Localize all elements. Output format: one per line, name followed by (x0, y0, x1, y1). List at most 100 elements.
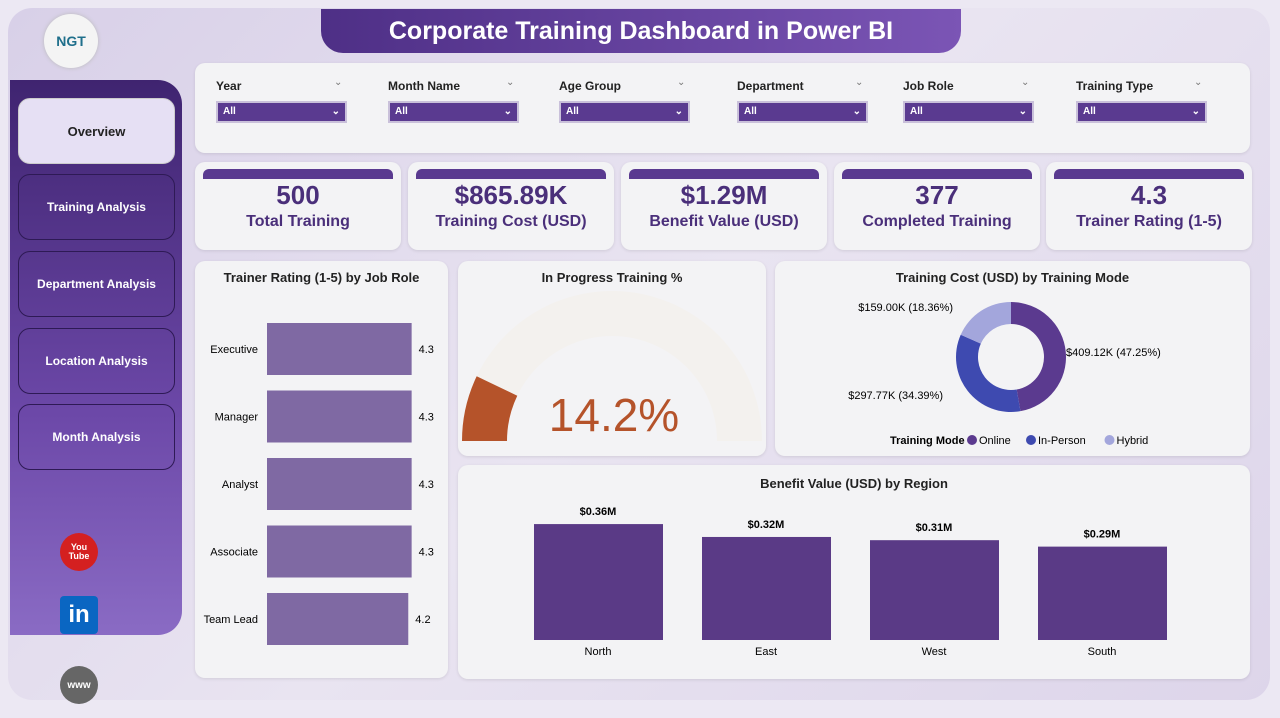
bar (870, 540, 999, 640)
nav-overview[interactable]: Overview (18, 98, 175, 164)
chevron-down-icon[interactable]: ⌄ (334, 77, 343, 88)
chevron-down-icon[interactable]: ⌄ (1194, 77, 1203, 88)
kpi-label: Completed Training (862, 213, 1012, 230)
data-label: $0.32M (748, 519, 785, 531)
legend-marker (967, 435, 977, 445)
kpi-value: $1.29M (680, 180, 768, 210)
chart-title: Trainer Rating (1-5) by Job Role (223, 270, 420, 285)
kpi-value: 4.3 (1130, 180, 1168, 210)
kpi-accent (842, 169, 1032, 179)
filter-value: All (395, 106, 408, 117)
legend-title: Training Mode (890, 435, 965, 447)
data-label: 4.3 (419, 547, 434, 559)
in-progress-gauge-card: In Progress Training % 14.2% (458, 261, 766, 456)
category-label: Associate (210, 547, 258, 559)
filter-label: Age Group (559, 79, 621, 93)
kpi-card: 500 Total Training (195, 162, 401, 250)
kpi-value: 377 (915, 180, 959, 210)
nav-location-analysis[interactable]: Location Analysis (18, 328, 175, 394)
chevron-down-icon: ⌄ (674, 106, 683, 117)
data-label: 4.3 (419, 344, 434, 356)
category-label: Manager (215, 412, 259, 424)
chevron-down-icon[interactable]: ⌄ (506, 77, 515, 88)
donut-slice (956, 334, 1021, 412)
kpi-label: Total Training (246, 213, 350, 230)
data-label: 4.3 (419, 412, 434, 424)
chart-title: Training Cost (USD) by Training Mode (895, 270, 1130, 285)
bar (267, 390, 412, 443)
nav-department-analysis[interactable]: Department Analysis (18, 251, 175, 317)
bar (267, 458, 412, 510)
legend-marker (1026, 435, 1036, 445)
globe-icon[interactable]: www (60, 666, 98, 704)
legend-label: Online (979, 435, 1011, 447)
chevron-down-icon[interactable]: ⌄ (677, 77, 686, 88)
filter-dropdown[interactable]: All ⌄ (388, 101, 519, 123)
category-label: East (755, 646, 777, 658)
kpi-accent (416, 169, 606, 179)
data-label: $0.36M (580, 506, 617, 518)
bar (534, 524, 663, 640)
category-label: West (922, 646, 947, 658)
kpi-accent (203, 169, 393, 179)
youtube-icon[interactable]: You Tube (60, 533, 98, 571)
filter-value: All (910, 106, 923, 117)
filter-label: Job Role (903, 79, 954, 93)
kpi-value: 500 (276, 180, 320, 210)
category-label: Analyst (222, 479, 258, 491)
chevron-down-icon[interactable]: ⌄ (855, 77, 864, 88)
chevron-down-icon: ⌄ (331, 106, 340, 117)
chart-title: In Progress Training % (541, 270, 683, 285)
filter-dropdown[interactable]: All ⌄ (559, 101, 690, 123)
chevron-down-icon: ⌄ (1191, 106, 1200, 117)
chart-title: Benefit Value (USD) by Region (760, 476, 948, 491)
filter-value: All (566, 106, 579, 117)
bar (1038, 546, 1167, 640)
nav-training-analysis[interactable]: Training Analysis (18, 174, 175, 240)
legend-marker (1104, 435, 1115, 445)
kpi-card: $865.89K Training Cost (USD) (408, 162, 614, 250)
data-label: $0.31M (916, 522, 953, 534)
filter-label: Year (216, 79, 242, 93)
filter-dropdown[interactable]: All ⌄ (1076, 101, 1207, 123)
chevron-down-icon[interactable]: ⌄ (1021, 77, 1030, 88)
kpi-accent (1054, 169, 1244, 179)
bar (702, 536, 831, 640)
filter-label: Training Type (1076, 79, 1154, 93)
legend-label: In-Person (1038, 435, 1086, 447)
cost-by-mode-card: Training Cost (USD) by Training Mode $40… (775, 261, 1250, 456)
data-label: $409.12K (47.25%) (1066, 347, 1161, 359)
bar (267, 593, 409, 645)
filter-dropdown[interactable]: All ⌄ (216, 101, 347, 123)
ngt-logo: NGT (44, 14, 98, 68)
donut-slice (960, 302, 1011, 344)
legend-label: Hybrid (1117, 435, 1149, 447)
linkedin-icon[interactable]: in (60, 596, 98, 634)
kpi-label: Benefit Value (USD) (649, 213, 799, 230)
sidebar (10, 80, 182, 635)
data-label: $159.00K (18.36%) (858, 302, 953, 314)
data-label: $0.29M (1084, 529, 1121, 541)
filter-dropdown[interactable]: All ⌄ (737, 101, 868, 123)
filter-value: All (744, 106, 757, 117)
donut-slice (1011, 302, 1066, 412)
filter-value: All (1083, 106, 1096, 117)
kpi-label: Trainer Rating (1-5) (1076, 213, 1222, 230)
kpi-value: $865.89K (454, 180, 568, 210)
category-label: South (1088, 646, 1117, 658)
kpi-accent (629, 169, 819, 179)
category-label: North (585, 646, 612, 658)
chevron-down-icon: ⌄ (1018, 106, 1027, 117)
bar (267, 323, 412, 375)
rating-by-role-card: Trainer Rating (1-5) by Job Role Executi… (195, 261, 448, 678)
data-label: 4.3 (419, 479, 434, 491)
filter-dropdown[interactable]: All ⌄ (903, 101, 1034, 123)
filter-panel: Year ⌄ All ⌄ Month Name ⌄ All ⌄ Age Group … (195, 63, 1250, 153)
gauge-track (462, 291, 762, 441)
page-title: Corporate Training Dashboard in Power BI (321, 9, 961, 53)
category-label: Team Lead (204, 614, 258, 626)
nav-month-analysis[interactable]: Month Analysis (18, 404, 175, 470)
kpi-card: 4.3 Trainer Rating (1-5) (1046, 162, 1252, 250)
kpi-card: 377 Completed Training (834, 162, 1040, 250)
chevron-down-icon: ⌄ (503, 106, 512, 117)
